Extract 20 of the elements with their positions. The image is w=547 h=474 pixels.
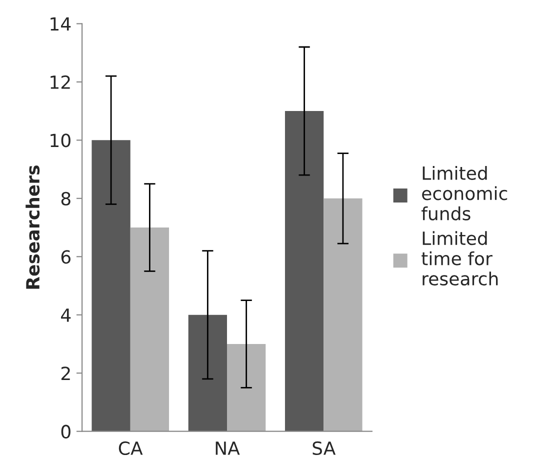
x-tick-label: CA	[118, 441, 143, 456]
bar	[130, 228, 170, 432]
bar	[227, 344, 266, 432]
y-tick-label: 0	[61, 424, 70, 438]
bar	[92, 140, 130, 432]
x-tick-label: SA	[312, 441, 336, 456]
y-tick-label: 6	[61, 250, 70, 264]
y-tick-label: 10	[50, 134, 70, 148]
x-tick-label: NA	[216, 442, 240, 455]
bar	[324, 198, 362, 432]
y-tick-label: 14	[50, 17, 71, 31]
bar	[188, 314, 228, 432]
bar	[284, 111, 324, 432]
y-tick-label: 12	[50, 75, 70, 89]
y-tick-label: 2	[61, 366, 70, 380]
legend-label: Limited time for research	[422, 231, 498, 286]
legend-label: Limited economic funds	[422, 166, 508, 220]
y-axis-title: Researchers	[26, 166, 40, 289]
y-tick-label: 4	[61, 308, 71, 322]
y-tick-label: 8	[61, 192, 70, 206]
